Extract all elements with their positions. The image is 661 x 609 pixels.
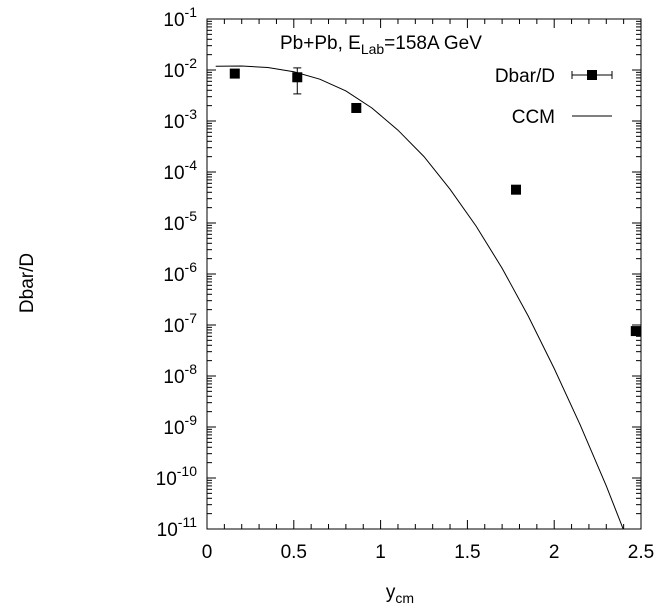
- y-tick-label: 10-10: [156, 463, 198, 490]
- data-point: [229, 68, 240, 79]
- data-point: [511, 184, 522, 195]
- plot-frame: [206, 18, 642, 530]
- legend-marker-square: [587, 70, 597, 80]
- legend-label-ccm: CCM: [512, 107, 555, 128]
- data-point: [351, 102, 362, 113]
- legend-label-dbar: Dbar/D: [495, 66, 555, 87]
- y-tick-label: 10-4: [163, 157, 197, 184]
- ccm-curve: [215, 65, 624, 529]
- x-tick-label: 0: [202, 542, 213, 563]
- x-tick-label: 2: [549, 542, 560, 563]
- y-tick-label: 10-1: [163, 4, 197, 31]
- data-point: [630, 326, 641, 337]
- chart-title: Pb+Pb, ELab=158A GeV: [280, 33, 482, 57]
- y-tick-label: 10-3: [163, 106, 197, 133]
- x-tick-label: 1.5: [454, 542, 480, 563]
- y-tick-label: 10-5: [163, 208, 197, 235]
- data-point: [292, 72, 303, 83]
- y-tick-label: 10-9: [163, 412, 197, 439]
- y-axis-title: Dbar/D: [17, 253, 38, 313]
- x-tick-label: 2.5: [628, 542, 654, 563]
- y-tick-label: 10-2: [163, 55, 197, 82]
- y-tick-label: 10-8: [163, 361, 197, 388]
- x-tick-label: 1: [375, 542, 386, 563]
- y-tick-label: 10-6: [163, 259, 197, 286]
- y-tick-label: 10-11: [157, 514, 198, 541]
- x-tick-label: 0.5: [281, 542, 307, 563]
- x-axis-title: ycm: [386, 582, 414, 606]
- y-tick-label: 10-7: [163, 310, 197, 337]
